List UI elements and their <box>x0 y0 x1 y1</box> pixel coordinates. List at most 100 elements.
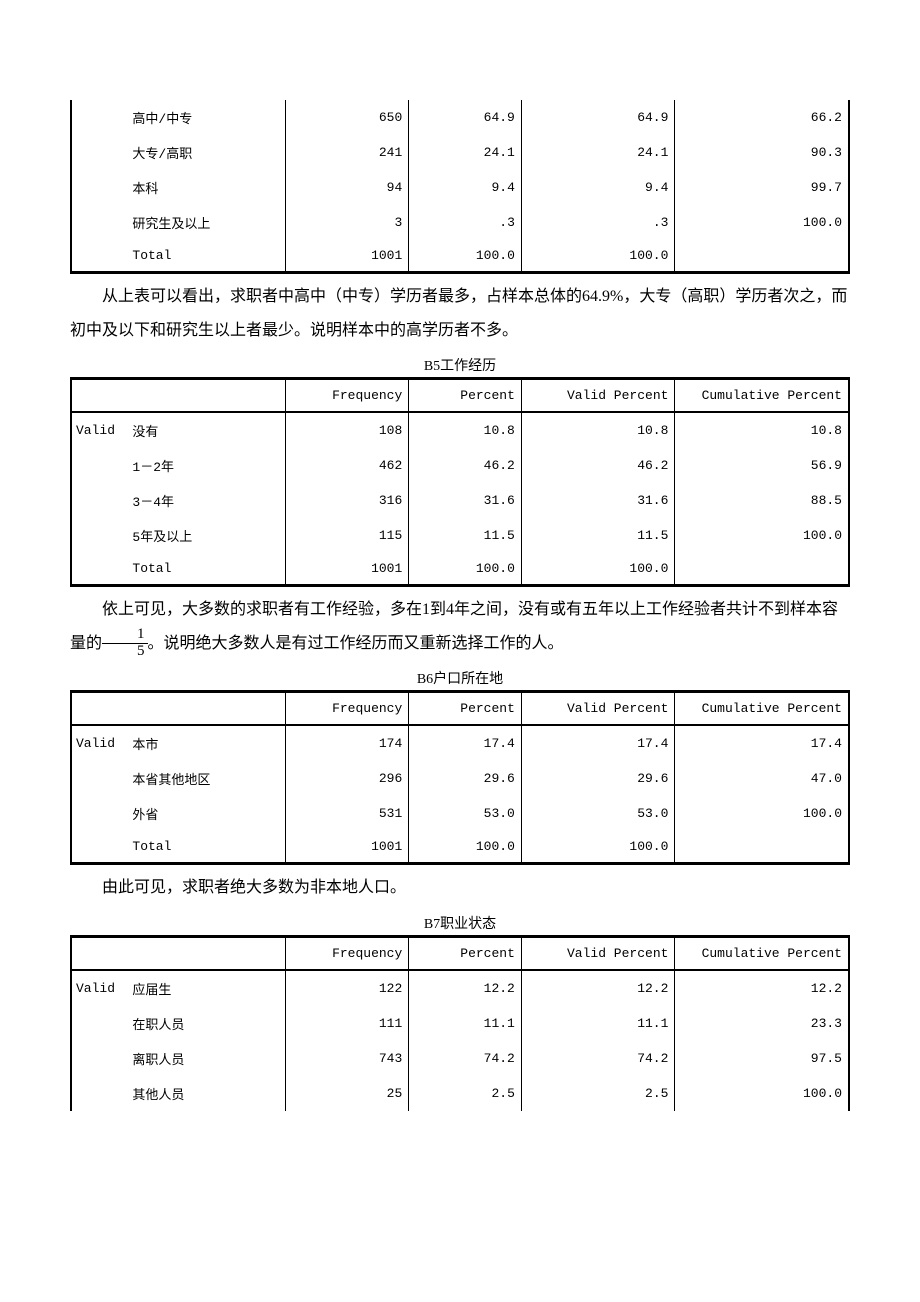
cell: 2.5 <box>521 1076 675 1111</box>
cell: 1－2年 <box>132 448 286 483</box>
cell: 100.0 <box>675 205 849 240</box>
cell <box>71 796 132 831</box>
cell: 743 <box>286 1041 409 1076</box>
cell <box>71 170 132 205</box>
cell: 12.2 <box>409 970 522 1006</box>
cell: 100.0 <box>409 553 522 586</box>
cell: 100.0 <box>521 831 675 864</box>
table-row: Valid 本市 174 17.4 17.4 17.4 <box>71 725 849 761</box>
text: 。说明绝大多数人是有过工作经历而又重新选择工作的人。 <box>148 635 564 652</box>
cell: 11.1 <box>521 1006 675 1041</box>
cell <box>71 483 132 518</box>
table-header-row: Frequency Percent Valid Percent Cumulati… <box>71 936 849 970</box>
table-b7: Frequency Percent Valid Percent Cumulati… <box>70 935 850 1111</box>
header-cell: Percent <box>409 379 522 413</box>
cell: 31.6 <box>409 483 522 518</box>
header-cell <box>71 936 132 970</box>
table-row: Total 1001 100.0 100.0 <box>71 831 849 864</box>
cell <box>71 761 132 796</box>
cell: 应届生 <box>132 970 286 1006</box>
cell: 本省其他地区 <box>132 761 286 796</box>
cell <box>71 448 132 483</box>
cell: 74.2 <box>409 1041 522 1076</box>
header-cell: Valid Percent <box>521 692 675 726</box>
table-caption: B5工作经历 <box>70 355 850 375</box>
cell: 100.0 <box>675 518 849 553</box>
cell <box>71 240 132 273</box>
cell: 11.5 <box>521 518 675 553</box>
cell: 高中/中专 <box>132 100 286 135</box>
cell <box>71 1006 132 1041</box>
cell: 100.0 <box>521 240 675 273</box>
header-cell <box>71 379 132 413</box>
cell: 296 <box>286 761 409 796</box>
cell: 66.2 <box>675 100 849 135</box>
table-row: 其他人员 25 2.5 2.5 100.0 <box>71 1076 849 1111</box>
cell: Valid <box>71 725 132 761</box>
cell: 100.0 <box>521 553 675 586</box>
cell: 90.3 <box>675 135 849 170</box>
header-cell: Frequency <box>286 379 409 413</box>
header-cell: Frequency <box>286 936 409 970</box>
cell: 531 <box>286 796 409 831</box>
cell: 本科 <box>132 170 286 205</box>
cell: 25 <box>286 1076 409 1111</box>
cell: 离职人员 <box>132 1041 286 1076</box>
header-cell: Valid Percent <box>521 936 675 970</box>
cell: 115 <box>286 518 409 553</box>
cell <box>71 553 132 586</box>
cell: 29.6 <box>409 761 522 796</box>
table-row: Valid 没有 108 10.8 10.8 10.8 <box>71 412 849 448</box>
cell: 1001 <box>286 553 409 586</box>
table-row: 大专/高职 241 24.1 24.1 90.3 <box>71 135 849 170</box>
cell: 97.5 <box>675 1041 849 1076</box>
table-header-row: Frequency Percent Valid Percent Cumulati… <box>71 692 849 726</box>
cell: 1001 <box>286 831 409 864</box>
cell: 大专/高职 <box>132 135 286 170</box>
cell: 53.0 <box>521 796 675 831</box>
cell: 100.0 <box>675 796 849 831</box>
cell: 241 <box>286 135 409 170</box>
cell: Total <box>132 831 286 864</box>
cell: 24.1 <box>409 135 522 170</box>
table-row: 外省 531 53.0 53.0 100.0 <box>71 796 849 831</box>
cell: 100.0 <box>409 831 522 864</box>
cell <box>71 135 132 170</box>
paragraph: 依上可见，大多数的求职者有工作经验，多在1到4年之间，没有或有五年以上工作经验者… <box>70 593 850 660</box>
header-cell <box>71 692 132 726</box>
header-cell: Cumulative Percent <box>675 379 849 413</box>
paragraph: 由此可见，求职者绝大多数为非本地人口。 <box>70 871 850 905</box>
table-header-row: Frequency Percent Valid Percent Cumulati… <box>71 379 849 413</box>
cell <box>71 831 132 864</box>
cell: 17.4 <box>409 725 522 761</box>
cell: Total <box>132 240 286 273</box>
cell: 46.2 <box>409 448 522 483</box>
cell: 9.4 <box>521 170 675 205</box>
cell: 11.5 <box>409 518 522 553</box>
cell <box>675 831 849 864</box>
cell: 1001 <box>286 240 409 273</box>
cell: 100.0 <box>675 1076 849 1111</box>
cell: 3 <box>286 205 409 240</box>
cell: 29.6 <box>521 761 675 796</box>
cell: 9.4 <box>409 170 522 205</box>
cell: 56.9 <box>675 448 849 483</box>
cell: 462 <box>286 448 409 483</box>
fraction: 15 <box>102 627 148 660</box>
cell: 10.8 <box>409 412 522 448</box>
cell: 650 <box>286 100 409 135</box>
fraction-numerator: 1 <box>102 627 148 644</box>
cell: 174 <box>286 725 409 761</box>
cell: 本市 <box>132 725 286 761</box>
cell: 64.9 <box>409 100 522 135</box>
cell: 12.2 <box>521 970 675 1006</box>
table-education: 高中/中专 650 64.9 64.9 66.2 大专/高职 241 24.1 … <box>70 100 850 274</box>
header-cell <box>132 692 286 726</box>
cell: 31.6 <box>521 483 675 518</box>
cell: 99.7 <box>675 170 849 205</box>
cell: Total <box>132 553 286 586</box>
table-row: 1－2年 462 46.2 46.2 56.9 <box>71 448 849 483</box>
cell: 24.1 <box>521 135 675 170</box>
table-row: 5年及以上 115 11.5 11.5 100.0 <box>71 518 849 553</box>
cell <box>71 1041 132 1076</box>
